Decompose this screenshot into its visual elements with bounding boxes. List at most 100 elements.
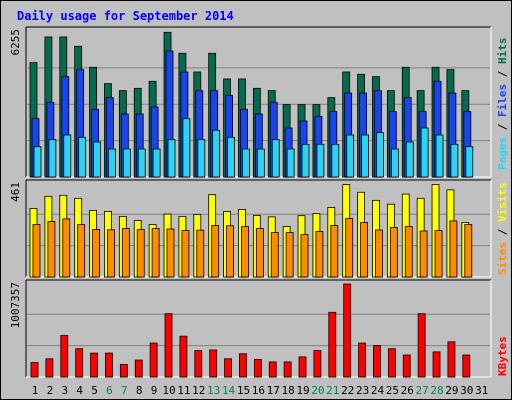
files-bar-day-26: [405, 141, 414, 178]
kbytes-bar-day-4: [75, 348, 84, 378]
legend-hits: Hits: [496, 38, 509, 65]
x-tick-labels: 1 2 3 4 5 6 7 8 9 10 11 12 13 14 15 16 17 18 19 20 21 22 23 24 2…: [32, 384, 489, 397]
x-tick-label-day-27: 27: [416, 384, 429, 397]
kbytes-bar-day-18: [283, 361, 292, 378]
files-bar-day-8: [137, 148, 146, 178]
files-bar-day-25: [390, 148, 399, 178]
x-tick-label-day-18: 18: [282, 384, 295, 397]
x-tick-label-day-23: 23: [356, 384, 369, 397]
sites-bar-day-30: [464, 224, 473, 278]
x-tick-label-day-14: 14: [222, 384, 236, 397]
sites-bar-day-9: [151, 228, 160, 278]
x-tick-label-day-17: 17: [267, 384, 280, 397]
files-bar-day-5: [93, 141, 101, 178]
files-bar-day-28: [435, 134, 444, 178]
x-tick-label-day-16: 16: [252, 384, 265, 397]
files-bar-day-24: [376, 132, 384, 178]
sites-bar-day-7: [121, 228, 130, 278]
kbytes-bar-day-28: [432, 351, 441, 378]
x-tick-label-day-29: 29: [445, 384, 458, 397]
sites-bar-day-4: [77, 224, 86, 278]
sites-bar-day-17: [270, 232, 279, 278]
panel-1-axis-max-label: 6255: [9, 29, 22, 56]
sites-bar-day-6: [107, 229, 115, 278]
sites-bar-day-24: [375, 229, 383, 278]
kbytes-bar-day-8: [134, 359, 143, 378]
sites-bar-day-20: [315, 231, 324, 278]
sites-bar-day-22: [345, 218, 354, 278]
kbytes-bar-day-20: [313, 350, 322, 378]
files-bar-day-11: [182, 118, 191, 178]
legend-kbytes: KBytes: [496, 336, 509, 376]
chart-title: Daily usage for September 2014: [17, 9, 234, 23]
panel-3-axis-max-label: 1007357: [9, 282, 22, 328]
files-bar-day-10: [167, 139, 176, 178]
legend-visits: Visits: [496, 182, 509, 222]
files-bar-day-30: [465, 146, 474, 178]
panel-1-legend: Pages / Files / Hits: [496, 38, 509, 171]
files-bar-day-13: [212, 129, 221, 178]
sites-bar-day-29: [449, 220, 458, 278]
kbytes-bar-day-16: [253, 359, 262, 378]
legends: Pages / Files / Hits Sites / Visits KBytes: [496, 38, 509, 377]
files-bar-day-3: [63, 134, 72, 178]
x-tick-label-day-15: 15: [237, 384, 250, 397]
sites-bar-day-1: [32, 224, 41, 278]
x-tick-label-day-22: 22: [341, 384, 354, 397]
x-tick-label-day-11: 11: [177, 384, 190, 397]
kbytes-bar-day-1: [30, 362, 39, 378]
kbytes-bar-day-15: [239, 353, 247, 378]
sites-bar-day-28: [434, 230, 443, 278]
kbytes-bar-day-30: [462, 354, 471, 378]
kbytes-bar-day-21: [328, 311, 337, 378]
x-tick-label-day-28: 28: [430, 384, 443, 397]
x-tick-label-day-19: 19: [296, 384, 309, 397]
sites-bar-day-2: [47, 221, 56, 278]
x-tick-label-day-3: 3: [61, 384, 68, 397]
kbytes-bar-day-29: [447, 341, 456, 378]
sites-bar-day-3: [62, 218, 71, 278]
x-tick-label-day-10: 10: [162, 384, 175, 397]
files-bar-day-18: [286, 148, 295, 178]
files-bar-day-23: [361, 134, 369, 178]
files-bar-day-21: [331, 143, 340, 178]
x-tick-label-day-20: 20: [311, 384, 324, 397]
x-tick-label-day-2: 2: [47, 384, 54, 397]
x-tick-label-day-25: 25: [386, 384, 399, 397]
kbytes-bar-day-2: [45, 358, 54, 378]
sites-bar-day-25: [389, 227, 398, 278]
kbytes-bar-day-26: [402, 354, 411, 378]
legend-sites: Sites: [496, 242, 509, 275]
kbytes-bar-day-23: [358, 342, 366, 378]
legend-separator: /: [496, 117, 509, 137]
axis-max-labels: 6255 461 1007357: [9, 29, 22, 328]
kbytes-bar-day-7: [119, 364, 128, 378]
sites-bar-day-5: [92, 229, 100, 278]
sites-bar-day-12: [196, 229, 205, 278]
files-bar-day-15: [242, 148, 250, 178]
files-bar-day-29: [450, 143, 459, 178]
panel-2-axis-max-label: 461: [9, 182, 22, 202]
kbytes-bar-day-19: [298, 356, 307, 378]
x-tick-label-day-30: 30: [460, 384, 473, 397]
x-tick-label-day-1: 1: [32, 384, 39, 397]
kbytes-bar-day-10: [164, 313, 173, 378]
sites-bar-day-23: [360, 222, 368, 278]
kbytes-bar-day-17: [268, 361, 277, 378]
x-tick-label-day-12: 12: [192, 384, 205, 397]
x-tick-label-day-9: 9: [151, 384, 158, 397]
files-bar-day-20: [316, 143, 325, 178]
sites-bar-day-18: [285, 232, 294, 278]
kbytes-bar-day-27: [417, 313, 426, 378]
sites-bar-day-21: [330, 225, 339, 278]
sites-bar-day-27: [419, 230, 428, 278]
kbytes-bar-day-11: [179, 335, 188, 378]
kbytes-bar-day-6: [105, 352, 113, 378]
files-bar-day-17: [271, 139, 280, 178]
x-tick-label-day-8: 8: [136, 384, 143, 397]
legend-pages: Pages: [496, 137, 509, 170]
kbytes-bar-day-3: [60, 335, 69, 378]
sites-bar-day-11: [181, 230, 190, 278]
sites-bar-day-8: [136, 229, 145, 278]
